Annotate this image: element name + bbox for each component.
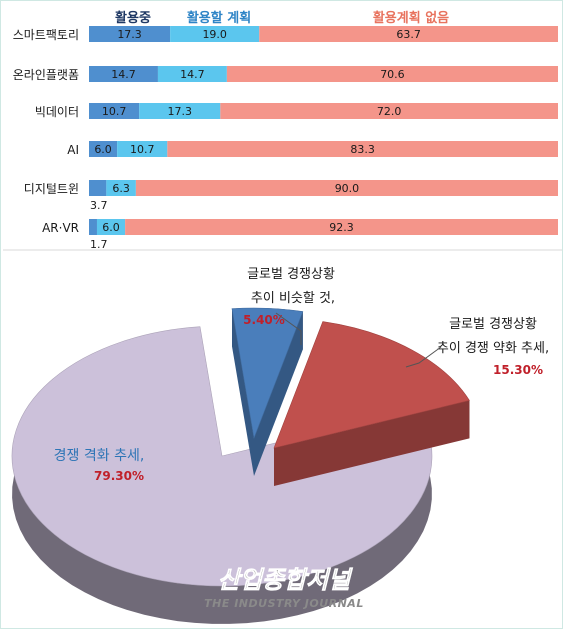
bar-value-label: 90.0 [335, 182, 360, 195]
pie-slice-top [231, 307, 304, 440]
bar-value-label: 19.0 [202, 28, 227, 41]
watermark-logo: 산업종합저널 THE INDUSTRY JOURNAL [204, 566, 364, 610]
category-label: AR·VR [42, 221, 79, 235]
pie-slice-label: 글로벌 경쟁상황 [449, 317, 537, 332]
legend-label-0: 활용중 [115, 10, 151, 26]
bar-value-label: 6.0 [102, 221, 120, 234]
pie-slice-value: 15.30% [493, 363, 543, 377]
category-label: 디지털트윈 [24, 182, 79, 196]
leader-line [405, 346, 442, 368]
category-label: 빅데이터 [35, 105, 79, 119]
bar-segment [89, 26, 171, 42]
category-label: AI [67, 143, 79, 157]
bar-value-label: 70.6 [380, 68, 405, 81]
category-label: 온라인플랫폼 [13, 68, 79, 82]
bar-value-label: 6.0 [94, 143, 112, 156]
bar-value-label: 14.7 [180, 68, 205, 81]
bar-value-label: 10.7 [130, 143, 155, 156]
bar-segment [89, 219, 97, 235]
watermark-english: THE INDUSTRY JOURNAL [204, 597, 364, 610]
pie-slice-top [11, 326, 433, 587]
pie-slice-label: 경쟁 격화 추세, [54, 448, 145, 464]
bar-value-label: 10.7 [102, 105, 127, 118]
bar-segment [157, 66, 227, 82]
pie-slice-label: 추이 경쟁 약화 추세, [437, 341, 549, 356]
pie-slice-value: 5.40% [243, 313, 285, 327]
bar-segment [226, 66, 559, 82]
bar-segment [96, 219, 126, 235]
legend-label-2: 활용계획 없음 [373, 10, 449, 26]
bar-value-label: 72.0 [377, 105, 402, 118]
pie-slice-top [273, 321, 470, 449]
bar-value-label: 14.7 [111, 68, 136, 81]
pie-slice-edge [274, 400, 470, 486]
pie-slice-label: 글로벌 경쟁상황 [247, 267, 335, 282]
watermark-korean: 산업종합저널 [218, 566, 353, 594]
bar-segment [259, 26, 558, 42]
bar-value-label: 63.7 [396, 28, 421, 41]
bar-segment [89, 141, 118, 157]
bar-value-label: 6.3 [112, 182, 130, 195]
pie-slice-edge [254, 311, 303, 476]
bar-value-label: 3.7 [90, 199, 108, 212]
category-label: 스마트팩토리 [13, 28, 79, 42]
bar-segment [89, 103, 140, 119]
pie-slice-value: 79.30% [94, 469, 144, 483]
pie-slice-edge [232, 308, 254, 476]
bar-segment [89, 66, 158, 82]
bar-segment [89, 180, 107, 196]
bar-value-label: 17.3 [168, 105, 193, 118]
bar-segment [125, 219, 558, 235]
legend-label-1: 활용할 계획 [187, 10, 251, 26]
bar-value-label: 1.7 [90, 238, 108, 251]
bar-segment [106, 180, 136, 196]
bar-segment [117, 141, 168, 157]
bar-segment [135, 180, 558, 196]
bar-segment [170, 26, 260, 42]
bar-segment [220, 103, 558, 119]
bar-segment [167, 141, 558, 157]
pie-slice-label: 추이 비슷할 것, [251, 291, 335, 306]
leader-line [275, 312, 302, 345]
bar-value-label: 17.3 [117, 28, 142, 41]
bar-value-label: 83.3 [350, 143, 375, 156]
bar-value-label: 92.3 [329, 221, 354, 234]
bar-segment [139, 103, 221, 119]
